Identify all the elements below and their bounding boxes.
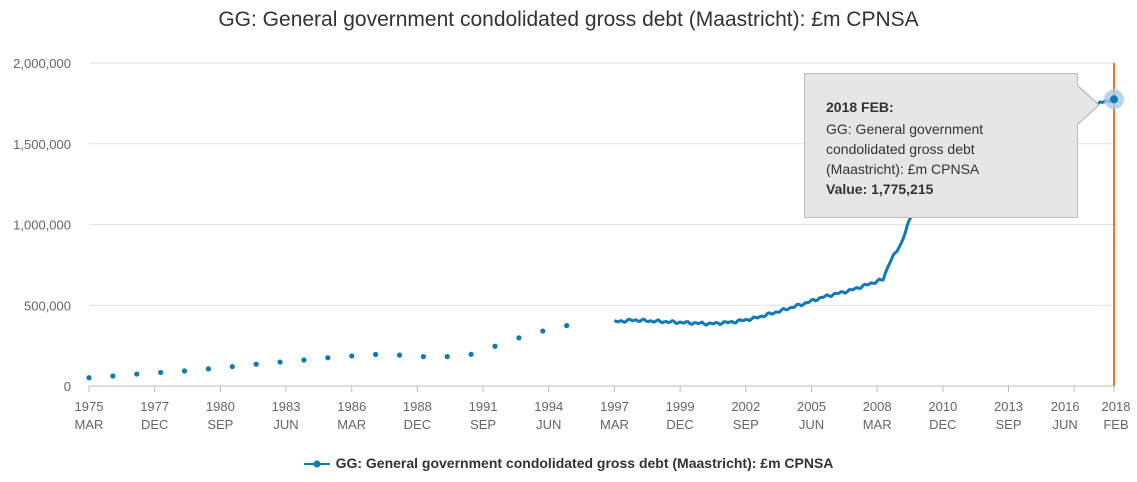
x-tick-year: 2008 bbox=[863, 399, 892, 414]
data-point[interactable] bbox=[205, 366, 212, 372]
x-tick-year: 1991 bbox=[469, 399, 498, 414]
y-tick-label: 500,000 bbox=[24, 298, 71, 313]
tooltip-value: Value: 1,775,215 bbox=[826, 181, 934, 197]
x-tick-month: DEC bbox=[666, 417, 693, 432]
data-point[interactable] bbox=[516, 335, 522, 341]
data-point[interactable] bbox=[134, 371, 140, 377]
x-tick-month: JUN bbox=[799, 417, 824, 432]
tooltip-header: 2018 FEB: bbox=[826, 99, 894, 115]
highlight-layer bbox=[1104, 63, 1124, 386]
data-point[interactable] bbox=[229, 364, 235, 370]
data-point[interactable] bbox=[158, 369, 164, 376]
data-point[interactable] bbox=[110, 373, 116, 379]
x-tick-month: SEP bbox=[996, 417, 1022, 432]
x-tick-year: 1988 bbox=[403, 399, 432, 414]
data-point[interactable] bbox=[492, 343, 498, 349]
x-tick-year: 1975 bbox=[75, 399, 104, 414]
chart-title: GG: General government condolidated gros… bbox=[218, 8, 919, 31]
highlighted-point[interactable] bbox=[1110, 95, 1118, 104]
x-tick-month: FEB bbox=[1103, 417, 1128, 432]
x-tick-year: 2010 bbox=[928, 399, 957, 414]
x-tick-month: SEP bbox=[207, 417, 233, 432]
x-tick-month: MAR bbox=[863, 417, 892, 432]
y-tick-label: 1,500,000 bbox=[13, 137, 71, 152]
legend-label: GG: General government condolidated gros… bbox=[335, 455, 834, 471]
x-tick-year: 1986 bbox=[337, 399, 366, 414]
data-point[interactable] bbox=[540, 328, 546, 334]
x-tick-year: 1977 bbox=[140, 399, 169, 414]
x-tick-month: JUN bbox=[1053, 417, 1078, 432]
axes: 0 500,000 1,000,000 1,500,000 2,000,000 1975 M… bbox=[13, 56, 1130, 432]
legend[interactable]: GG: General government condolidated gros… bbox=[0, 455, 1137, 471]
x-tick-month: DEC bbox=[141, 417, 168, 432]
x-tick-month: MAR bbox=[337, 417, 366, 432]
x-tick-month: JUN bbox=[273, 417, 298, 432]
x-tick-year: 2016 bbox=[1051, 399, 1080, 414]
tooltip-series-line-1: GG: General government bbox=[826, 121, 984, 137]
y-tick-label: 0 bbox=[64, 379, 71, 394]
x-tick-month: SEP bbox=[733, 417, 759, 432]
x-tick-year: 2002 bbox=[731, 399, 760, 414]
data-point[interactable] bbox=[468, 351, 474, 357]
data-point[interactable] bbox=[325, 355, 331, 361]
tooltip-series-line-2: condolidated gross debt bbox=[826, 141, 975, 157]
data-point[interactable] bbox=[564, 322, 570, 329]
data-point[interactable] bbox=[86, 375, 92, 381]
x-tick-year: 2018 bbox=[1102, 399, 1131, 414]
x-tick-month: SEP bbox=[470, 417, 496, 432]
data-point[interactable] bbox=[181, 368, 188, 374]
x-tick-month: DEC bbox=[404, 417, 431, 432]
x-tick-year: 1983 bbox=[272, 399, 301, 414]
data-point[interactable] bbox=[253, 361, 259, 367]
x-tick-year: 1999 bbox=[666, 399, 695, 414]
data-point[interactable] bbox=[301, 357, 307, 363]
x-tick-year: 1994 bbox=[534, 399, 563, 414]
x-tick-month: MAR bbox=[75, 417, 104, 432]
x-tick-year: 2005 bbox=[797, 399, 826, 414]
data-point[interactable] bbox=[349, 353, 355, 359]
data-point[interactable] bbox=[277, 359, 283, 365]
x-tick-month: DEC bbox=[929, 417, 956, 432]
data-point[interactable] bbox=[444, 354, 450, 360]
x-tick-year: 2013 bbox=[994, 399, 1023, 414]
tooltip-series-line-3: (Maastricht): £m CPNSA bbox=[826, 161, 980, 177]
x-tick-month: JUN bbox=[536, 417, 561, 432]
x-tick-month: MAR bbox=[600, 417, 629, 432]
data-point[interactable] bbox=[396, 352, 403, 358]
y-tick-label: 2,000,000 bbox=[13, 56, 71, 71]
y-tick-label: 1,000,000 bbox=[13, 218, 71, 233]
x-tick-year: 1980 bbox=[206, 399, 235, 414]
x-tick-year: 1997 bbox=[600, 399, 629, 414]
data-point[interactable] bbox=[373, 351, 379, 358]
legend-line-marker-icon bbox=[303, 460, 330, 468]
tooltip-arrow bbox=[1077, 86, 1098, 124]
data-point[interactable] bbox=[420, 354, 426, 360]
tooltip: 2018 FEB: GG: General government condoli… bbox=[804, 73, 1078, 218]
